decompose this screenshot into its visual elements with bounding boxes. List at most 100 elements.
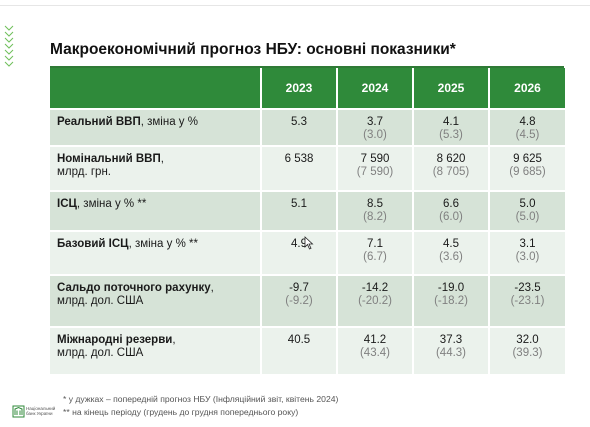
- forecast-value: 40.5: [287, 334, 311, 346]
- year-header: 2023: [260, 68, 337, 109]
- value-cell: 5.0 (5.0): [488, 190, 565, 231]
- value-cell: 37.3 (44.3): [412, 326, 489, 374]
- forecast-value: 5.3: [291, 116, 307, 128]
- forecast-value: 8 620: [436, 153, 466, 165]
- previous-forecast-value: (3.0): [515, 251, 540, 263]
- previous-forecast-value: (4.5): [515, 129, 540, 141]
- table-row: ІСЦ, зміна у % ** 5.1 8.5 (8.2) 6.6 (6.0) 5.0(…: [50, 190, 565, 231]
- indicator-name: ІСЦ: [57, 198, 77, 210]
- previous-forecast-value: (-9.2): [285, 295, 313, 307]
- indicator-unit-line2: млрд. грн.: [57, 166, 111, 178]
- value-cell: 40.5: [260, 326, 337, 374]
- indicator-name: Реальний ВВП: [57, 116, 141, 128]
- forecast-value: 4.5: [443, 238, 459, 250]
- previous-forecast-value: (6.0): [439, 211, 463, 223]
- forecast-value: 7.1: [367, 238, 383, 250]
- previous-forecast-value: (-20.2): [358, 295, 392, 307]
- forecast-value: 4.8: [519, 116, 536, 128]
- forecast-table: 2023 2024 2025 2026 Реальний ВВП, зміна …: [50, 68, 565, 374]
- value-cell: 7 590 (7 590): [336, 145, 413, 191]
- previous-forecast-value: (-18.2): [434, 295, 468, 307]
- nbu-logo-text: Національний банк України: [26, 406, 66, 416]
- value-cell: 32.0 (39.3): [488, 326, 565, 374]
- indicator-unit: ,: [172, 334, 176, 346]
- value-cell: 5.3: [260, 108, 337, 146]
- indicator-unit: ,: [210, 282, 214, 294]
- value-cell: 5.1: [260, 190, 337, 231]
- table-row: Номінальний ВВП, млрд. грн. 6 538 7 590 (7 5…: [50, 145, 565, 191]
- year-header: 2026: [488, 68, 565, 109]
- value-cell: 8 620 (8 705): [412, 145, 489, 191]
- decorative-pattern-icon: [4, 25, 14, 67]
- value-cell: 6.6 (6.0): [412, 190, 489, 231]
- indicator-name: Номінальний ВВП: [57, 153, 161, 165]
- forecast-value: 7 590: [360, 153, 390, 165]
- previous-forecast-value: (-23.1): [510, 295, 545, 307]
- indicator-label-cell: ІСЦ, зміна у % **: [50, 190, 261, 231]
- value-cell: 4.5 (3.6): [412, 230, 489, 275]
- top-divider: [0, 5, 590, 6]
- previous-forecast-value: (7 590): [356, 166, 394, 178]
- indicator-unit: , зміна у % **: [76, 198, 147, 210]
- previous-forecast-value: (6.7): [363, 251, 387, 263]
- table-row: Реальний ВВП, зміна у % 5.3 3.7 (3.0) 4.1 (5.…: [50, 108, 565, 146]
- indicator-name: Базовий ІСЦ: [57, 238, 129, 250]
- previous-forecast-value: (8.2): [363, 211, 387, 223]
- table-header-row: 2023 2024 2025 2026: [50, 68, 565, 109]
- indicator-unit-line2: млрд. дол. США: [57, 347, 144, 359]
- indicator-unit-line2: млрд. дол. США: [57, 295, 144, 307]
- forecast-value: 32.0: [516, 334, 539, 346]
- value-cell: -23.5 (-23.1): [488, 274, 565, 327]
- forecast-value: 9 625: [513, 153, 542, 165]
- header-blank-cell: [50, 68, 261, 109]
- value-cell: 41.2 (43.4): [336, 326, 413, 374]
- forecast-value: 5.1: [291, 198, 307, 210]
- forecast-value: -14.2: [361, 282, 389, 294]
- previous-forecast-value: (8 705): [432, 166, 470, 178]
- forecast-value: 41.2: [363, 334, 387, 346]
- forecast-value: 6.6: [443, 198, 459, 210]
- previous-forecast-value: (9 685): [509, 166, 546, 178]
- value-cell: 8.5 (8.2): [336, 190, 413, 231]
- page-title: Макроекономічний прогноз НБУ: основні по…: [50, 41, 456, 58]
- footnote-previous-forecast: * у дужках – попередній прогноз НБУ (Інф…: [63, 394, 339, 404]
- forecast-value: 6 538: [284, 153, 314, 165]
- year-header: 2024: [336, 68, 413, 109]
- previous-forecast-value: (3.0): [363, 129, 387, 141]
- previous-forecast-value: (5.3): [439, 129, 463, 141]
- indicator-label-cell: Міжнародні резерви, млрд. дол. США: [50, 326, 261, 374]
- value-cell: 7.1 (6.7): [336, 230, 413, 275]
- value-cell: -19.0 (-18.2): [412, 274, 489, 327]
- nbu-logo-icon: [12, 405, 25, 418]
- value-cell: 9 625 (9 685): [488, 145, 565, 191]
- previous-forecast-value: (5.0): [515, 211, 540, 223]
- table-row: Сальдо поточного рахунку, млрд. дол. США -…: [50, 274, 565, 327]
- title-underline: [50, 66, 564, 68]
- forecast-value: 5.0: [519, 198, 536, 210]
- previous-forecast-value: (44.3): [435, 347, 467, 359]
- previous-forecast-value: (43.4): [359, 347, 391, 359]
- indicator-label-cell: Сальдо поточного рахунку, млрд. дол. США: [50, 274, 261, 327]
- forecast-value: -23.5: [514, 282, 541, 294]
- forecast-value: 37.3: [439, 334, 463, 346]
- value-cell: 4.9: [260, 230, 337, 275]
- forecast-value: 4.9: [291, 238, 307, 250]
- indicator-label-cell: Реальний ВВП, зміна у %: [50, 108, 261, 146]
- value-cell: 4.8 (4.5): [488, 108, 565, 146]
- year-header: 2025: [412, 68, 489, 109]
- value-cell: 6 538: [260, 145, 337, 191]
- value-cell: 3.1 (3.0): [488, 230, 565, 275]
- table-row: Базовий ІСЦ, зміна у % ** 4.9 7.1 (6.7) 4.5(…: [50, 230, 565, 275]
- indicator-unit: , зміна у % **: [128, 238, 198, 250]
- value-cell: -9.7 (-9.2): [260, 274, 337, 327]
- logo-line: банк України: [26, 411, 53, 416]
- value-cell: 3.7 (3.0): [336, 108, 413, 146]
- previous-forecast-value: (39.3): [512, 347, 543, 359]
- indicator-name: Сальдо поточного рахунку: [57, 282, 211, 294]
- forecast-value: 3.1: [519, 238, 536, 250]
- indicator-unit: , зміна у %: [140, 116, 198, 128]
- indicator-label-cell: Базовий ІСЦ, зміна у % **: [50, 230, 261, 275]
- previous-forecast-value: (3.6): [439, 251, 463, 263]
- forecast-value: 8.5: [367, 198, 383, 210]
- indicator-unit: ,: [160, 153, 164, 165]
